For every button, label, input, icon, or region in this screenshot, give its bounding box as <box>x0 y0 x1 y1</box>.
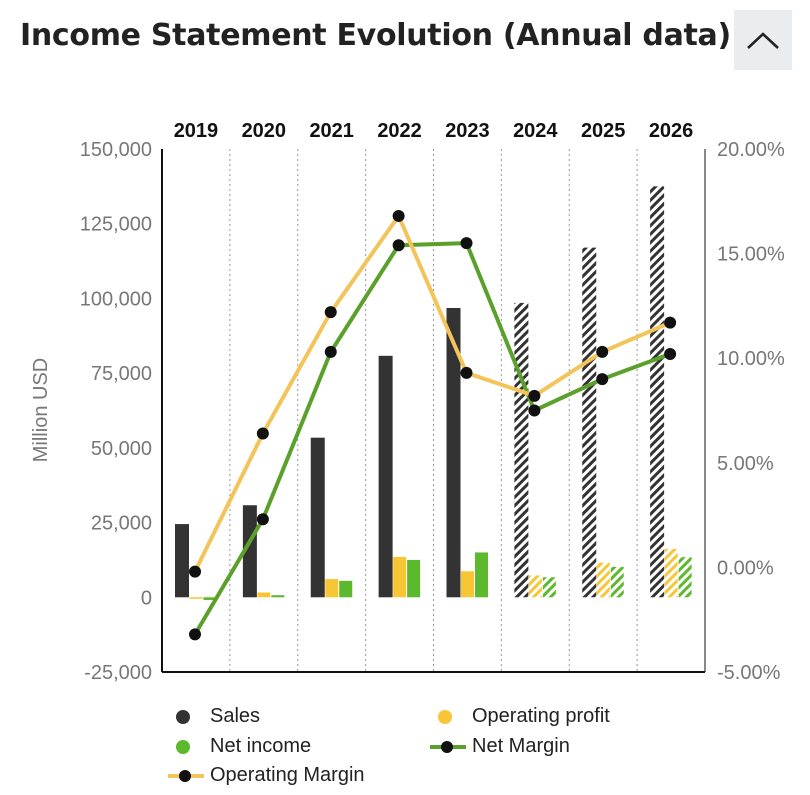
operating-margin-point <box>664 316 677 329</box>
bar-net-income <box>407 559 421 598</box>
legend-net-income-label: Net income <box>210 735 312 757</box>
category-label: 2022 <box>377 120 422 142</box>
y-right-tick-label: 5.00% <box>717 453 774 475</box>
bar-operating-profit <box>664 548 678 598</box>
legend-sales-label: Sales <box>210 705 261 727</box>
bar-operating-profit <box>528 575 542 598</box>
legend-operating-margin[interactable]: Operating Margin <box>166 764 365 787</box>
y-left-tick-label: 150,000 <box>80 139 152 161</box>
chevron-up-icon <box>747 32 779 49</box>
operating-margin-point <box>256 427 269 440</box>
legend-operating-profit-label: Operating profit <box>472 705 610 727</box>
bar-net-income <box>542 577 556 598</box>
bar-sales <box>242 505 257 598</box>
chart-title: Income Statement Evolution (Annual data) <box>20 18 731 53</box>
category-label: 2026 <box>649 120 694 142</box>
bar-sales <box>650 186 665 598</box>
bar-sales <box>175 524 189 598</box>
net-margin-point <box>324 345 337 358</box>
bar-net-income <box>203 597 217 600</box>
category-label: 2019 <box>174 120 219 142</box>
y-left-tick-label: 25,000 <box>91 513 152 535</box>
y-left-tick-label: 50,000 <box>91 438 152 460</box>
bar-sales <box>514 302 529 598</box>
y-right-tick-label: 0.00% <box>717 557 774 579</box>
operating-margin-point <box>528 389 541 402</box>
net-margin-point <box>664 348 677 361</box>
operating-margin-point <box>324 306 337 319</box>
bar-net-income <box>678 557 692 598</box>
bar-sales <box>446 307 461 598</box>
category-label: 2024 <box>513 120 558 142</box>
y-right-tick-label: 10.00% <box>717 348 785 370</box>
y-left-tick-label: 125,000 <box>80 214 152 236</box>
category-label: 2025 <box>581 120 626 142</box>
y-left-axis-title: Million USD <box>30 358 52 462</box>
bar-operating-profit <box>393 556 407 598</box>
y-right-tick-label: -5.00% <box>717 662 781 684</box>
legend-net-income[interactable]: Net income <box>166 735 311 758</box>
bar-net-income <box>339 580 353 598</box>
bar-operating-profit <box>461 571 474 598</box>
y-right-tick-label: 15.00% <box>717 244 785 266</box>
category-label: 2023 <box>445 120 490 142</box>
net-margin-point <box>596 373 609 386</box>
category-label: 2020 <box>242 120 287 142</box>
legend-operating-profit[interactable]: Operating profit <box>428 705 610 728</box>
net-margin-point <box>189 628 201 641</box>
bar-net-income <box>475 552 488 598</box>
axes: 2019 2020 2021 2022 2023 2024 2025 2026 -25,000 0… <box>30 120 785 684</box>
grid-lines <box>229 149 638 672</box>
operating-margin-point <box>189 565 201 578</box>
y-left-tick-label: 75,000 <box>91 363 152 385</box>
y-right-tick-label: 20.00% <box>717 139 785 161</box>
y-left-tick-label: 100,000 <box>80 288 152 310</box>
net-margin-point <box>528 404 541 417</box>
legend-operating-margin-label: Operating Margin <box>210 764 365 786</box>
legend-sales[interactable]: Sales <box>166 705 260 728</box>
bar-sales <box>582 247 597 598</box>
net-margin-point <box>256 513 269 526</box>
operating-margin-point <box>392 209 405 222</box>
net-margin-point <box>392 239 405 252</box>
category-label: 2021 <box>309 120 354 142</box>
bar-operating-profit <box>325 579 339 598</box>
net-margin-point <box>460 237 473 250</box>
bar-net-income <box>271 595 285 598</box>
legend-net-margin[interactable]: Net Margin <box>428 735 570 758</box>
bar-sales <box>378 355 393 598</box>
bar-sales <box>310 437 325 598</box>
y-left-tick-label: 0 <box>141 587 152 609</box>
legend-net-margin-label: Net Margin <box>472 735 570 757</box>
operating-margin-point <box>596 345 609 358</box>
bars <box>175 186 692 600</box>
operating-margin-point <box>460 366 473 379</box>
y-left-tick-label: -25,000 <box>84 662 152 684</box>
margin-lines <box>189 209 677 641</box>
collapse-button[interactable] <box>734 10 792 70</box>
operating-margin-line <box>193 213 671 573</box>
bar-operating-profit <box>257 592 271 598</box>
net-margin-line <box>193 241 671 636</box>
bar-operating-profit <box>596 562 610 598</box>
bar-operating-profit <box>189 597 203 599</box>
bar-net-income <box>610 566 624 598</box>
